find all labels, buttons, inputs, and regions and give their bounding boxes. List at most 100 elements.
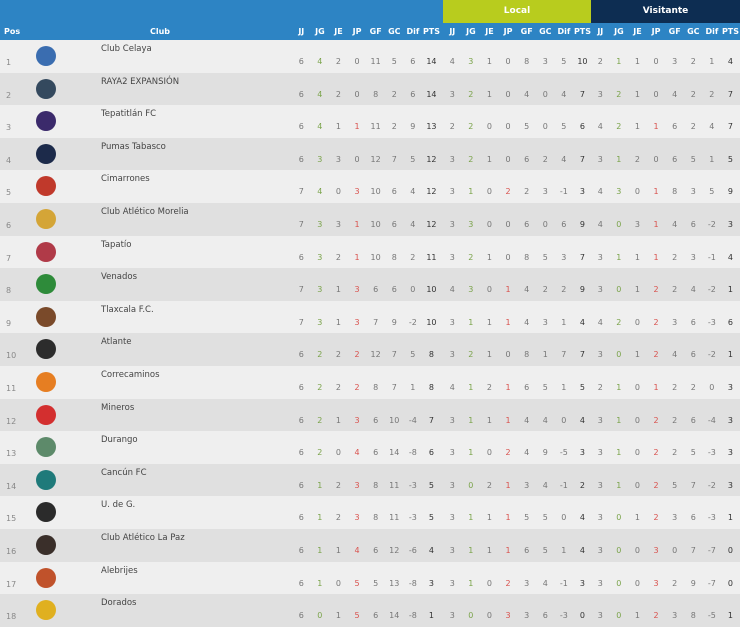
- club-logo-icon[interactable]: [36, 274, 56, 295]
- table-row[interactable]: 16 Club Atlético La Paz 6 1 1 4 6 12 -6 4 3 1 1 1 6 5 1 4…: [0, 528, 740, 562]
- stat-v-jg: 1: [616, 415, 622, 425]
- table-row[interactable]: 6 Club Atlético Morelia 7 3 3 1 10 6 4 12 3 3 0 0 6 0 6 9…: [0, 202, 740, 236]
- table-row[interactable]: 18 Dorados 6 0 1 5 6 14 -8 1 3 0 0 3 3 6 -3 0 3 0 1 2 3 8 -5 1: [0, 594, 740, 627]
- column-header-visitante-je[interactable]: JE: [633, 27, 642, 36]
- table-row[interactable]: 5 Cimarrones 7 4 0 3 10 6 4 12 3 1 0 2 2 3 -1 3 4 3 0 1 8 3 5 9: [0, 170, 740, 203]
- column-header-visitante-jj[interactable]: JJ: [597, 27, 604, 36]
- club-logo-icon[interactable]: [36, 111, 56, 132]
- club-name[interactable]: Dorados: [101, 598, 137, 609]
- column-header-general-pts[interactable]: PTS: [422, 27, 441, 36]
- column-header-general-dif[interactable]: Dif: [406, 27, 420, 36]
- stat-l-jg: 1: [468, 578, 474, 588]
- stat-l-jp: 1: [505, 285, 511, 295]
- stat-v-jp: 3: [653, 578, 659, 588]
- column-header-local-gf[interactable]: GF: [520, 27, 533, 36]
- stat-g-dif: -8: [408, 611, 417, 621]
- table-row[interactable]: 8 Venados 7 3 1 3 6 6 0 10 4 3 0 1 4 2 2 9 3 0 1 2 2 4 -2 1: [0, 268, 740, 301]
- club-logo-icon[interactable]: [36, 78, 56, 99]
- stat-v-dif: -3: [707, 513, 716, 523]
- club-logo-icon[interactable]: [36, 600, 56, 621]
- column-header-local-jp[interactable]: JP: [503, 27, 513, 36]
- club-logo-icon[interactable]: [36, 176, 56, 197]
- club-logo-icon[interactable]: [36, 306, 56, 327]
- club-name[interactable]: Club Celaya: [101, 44, 152, 54]
- club-name[interactable]: U. de G.: [101, 500, 136, 511]
- column-header-local-pts[interactable]: PTS: [573, 27, 592, 36]
- table-row[interactable]: 14 Cancún FC 6 1 2 3 8 11 -3 5 3 0 2 1 3 4 -1 2 3 1 0 2 5 7 -2 3: [0, 463, 740, 497]
- table-row[interactable]: 11 Correcaminos 6 2 2 2 8 7 1 8 4 1 2 1 6 5 1 5 2 1 0 1 2 2 0 3: [0, 365, 740, 399]
- column-header-local-jj[interactable]: JJ: [449, 27, 456, 36]
- club-logo-icon[interactable]: [36, 46, 56, 66]
- column-header-general-je[interactable]: JE: [334, 27, 343, 36]
- column-header-local-gc[interactable]: GC: [539, 27, 552, 36]
- stat-l-dif: -1: [559, 480, 568, 490]
- stat-l-je: 0: [486, 285, 492, 295]
- stat-v-je: 1: [634, 122, 640, 132]
- club-name[interactable]: Alebrijes: [101, 565, 138, 576]
- club-logo-icon[interactable]: [36, 534, 56, 555]
- club-logo-icon[interactable]: [36, 241, 56, 262]
- table-row[interactable]: 9 Tlaxcala F.C. 7 3 1 3 7 9 -2 10 3 1 1 1 4 3 1 4 4 2 0 2 3 6 -3…: [0, 300, 740, 334]
- stat-v-jg: 0: [616, 350, 622, 360]
- club-name[interactable]: Durango: [101, 435, 138, 446]
- column-header-visitante-jp[interactable]: JP: [651, 27, 661, 36]
- stat-l-jp: 1: [505, 415, 511, 425]
- club-name[interactable]: Mineros: [101, 402, 135, 413]
- club-logo-icon[interactable]: [36, 502, 56, 523]
- column-header-general-jp[interactable]: JP: [352, 27, 362, 36]
- club-name[interactable]: Tlaxcala F.C.: [101, 304, 154, 315]
- stat-v-dif: -7: [707, 545, 716, 555]
- column-header-visitante-gf[interactable]: GF: [668, 27, 681, 36]
- club-name[interactable]: Correcaminos: [101, 369, 160, 380]
- column-header-general-gc[interactable]: GC: [388, 27, 401, 36]
- club-name[interactable]: Cimarrones: [101, 174, 150, 185]
- column-header-visitante-pts[interactable]: PTS: [721, 27, 740, 36]
- club-name[interactable]: RAYA2 EXPANSIÓN: [101, 76, 180, 87]
- club-name[interactable]: Venados: [101, 272, 138, 283]
- column-header-local-jg[interactable]: JG: [466, 27, 476, 36]
- club-logo-icon[interactable]: [36, 404, 56, 425]
- column-header-local-je[interactable]: JE: [485, 27, 494, 36]
- stat-l-je: 1: [486, 317, 492, 327]
- table-row[interactable]: 1 Club Celaya 6 4 2 0 11 5 6 14 4 3 1 0 8 3 5 10 2 1 1 0 3 2 1 4: [0, 40, 740, 73]
- table-row[interactable]: 7 Tapatío 6 3 2 1 10 8 2 11 3 2 1 0 8 5 3 7 3 1 1 1 2 3 -1 4: [0, 235, 740, 269]
- club-name[interactable]: Club Atlético La Paz: [101, 532, 185, 543]
- table-row[interactable]: 15 U. de G. 6 1 2 3 8 11 -3 5 3 1 1 1 5 5 0 4 3 0 1 2 3 6 -3 1: [0, 496, 740, 529]
- column-header-visitante-gc[interactable]: GC: [687, 27, 700, 36]
- column-header-general-jg[interactable]: JG: [315, 27, 325, 36]
- stat-l-gc: 1: [542, 350, 548, 360]
- club-logo-icon[interactable]: [36, 208, 56, 229]
- club-name[interactable]: Atlante: [101, 337, 132, 348]
- club-logo-icon[interactable]: [36, 567, 56, 588]
- club-logo-icon[interactable]: [36, 437, 56, 458]
- column-header-visitante-jg[interactable]: JG: [614, 27, 624, 36]
- club-logo-icon[interactable]: [36, 143, 56, 164]
- stat-v-je: 0: [634, 448, 640, 458]
- table-row[interactable]: 2 RAYA2 EXPANSIÓN 6 4 2 0 8 2 6 14 3 2 1 0 4 0 4 7 3 2 1 0 4 2 2…: [0, 72, 740, 106]
- column-header-club[interactable]: Club: [149, 27, 171, 36]
- stat-v-je: 1: [634, 57, 640, 66]
- club-name[interactable]: Tepatitlán FC: [101, 109, 157, 120]
- club-logo-icon[interactable]: [36, 469, 56, 490]
- table-row[interactable]: 12 Mineros 6 2 1 3 6 10 -4 7 3 1 1 1 4 4 0 4 3 1 0 2 2 6 -4 3: [0, 398, 740, 432]
- table-row[interactable]: 17 Alebrijes 6 1 0 5 5 13 -8 3 3 1 0 2 3 4 -1 3 3 0 0 3 2 9 -7 0: [0, 561, 740, 595]
- stat-v-jp: 1: [653, 382, 659, 392]
- stat-v-jp: 2: [653, 350, 659, 360]
- table-row[interactable]: 3 Tepatitlán FC 6 4 1 1 11 2 9 13 2 2 0 0 5 0 5 6 4 2 1 1 6 2 4 7: [0, 105, 740, 138]
- table-row[interactable]: 13 Durango 6 2 0 4 6 14 -8 6 3 1 0 2 4 9 -5 3 3 1 0 2 2 5 -3 3: [0, 431, 740, 464]
- column-header-general-jj[interactable]: JJ: [298, 27, 305, 36]
- column-header-local-dif[interactable]: Dif: [557, 27, 571, 36]
- club-name[interactable]: Cancún FC: [101, 467, 147, 478]
- table-row[interactable]: 10 Atlante 6 2 2 2 12 7 5 8 3 2 1 0 8 1 7 7 3 0 1 2 4 6 -2 1: [0, 333, 740, 366]
- column-header-general-gf[interactable]: GF: [369, 27, 382, 36]
- club-logo-icon[interactable]: [36, 339, 56, 360]
- club-name[interactable]: Club Atlético Morelia: [101, 206, 189, 217]
- stat-v-gf: 4: [672, 89, 678, 99]
- column-header-visitante-dif[interactable]: Dif: [705, 27, 719, 36]
- club-logo-icon[interactable]: [36, 371, 56, 392]
- club-name[interactable]: Pumas Tabasco: [101, 141, 166, 152]
- column-header-pos[interactable]: Pos: [4, 27, 21, 36]
- table-row[interactable]: 4 Pumas Tabasco 6 3 3 0 12 7 5 12 3 2 1 0 6 2 4 7 3 1 2 0 6 5 1 5: [0, 137, 740, 171]
- club-name[interactable]: Tapatío: [101, 239, 132, 250]
- stat-g-jj: 6: [298, 545, 304, 555]
